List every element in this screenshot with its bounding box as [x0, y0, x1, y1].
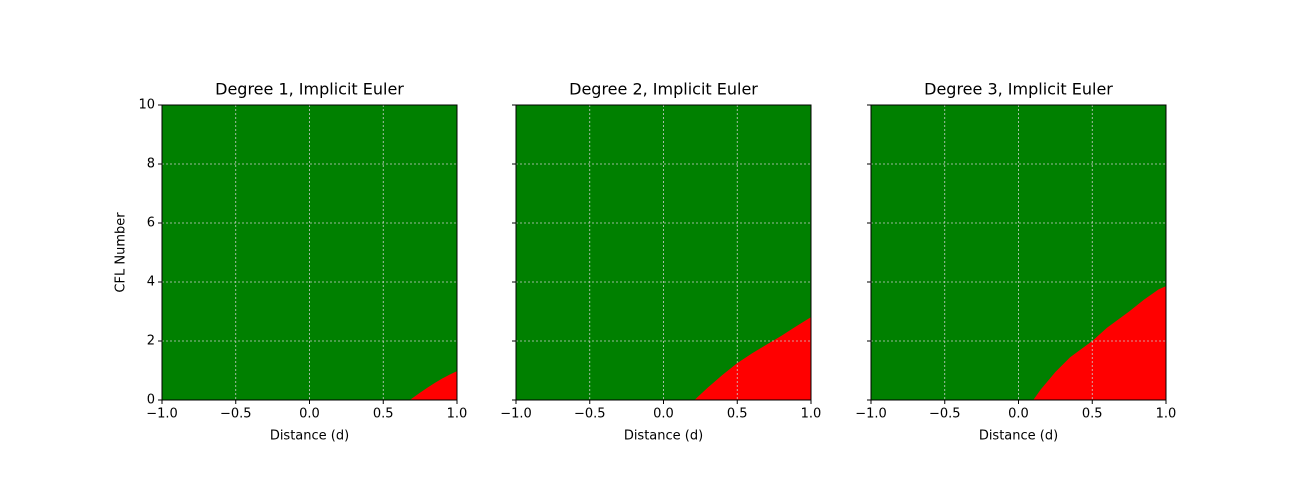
- stability-region: [409, 371, 457, 400]
- stability-region: [694, 317, 811, 400]
- x-tick-label: −1.0: [855, 407, 887, 422]
- chart-title: Degree 3, Implicit Euler: [924, 80, 1113, 99]
- y-tick-label: 4: [147, 275, 155, 290]
- axes-frame: [870, 104, 1167, 401]
- x-tick-label: 0.5: [373, 407, 394, 422]
- x-tick-label: −1.0: [146, 407, 178, 422]
- y-axis-label: CFL Number: [114, 212, 129, 293]
- chart-title: Degree 1, Implicit Euler: [215, 80, 404, 99]
- x-tick-label: 1.0: [801, 407, 822, 422]
- chart-title: Degree 2, Implicit Euler: [569, 80, 758, 99]
- axes-frame: [161, 104, 458, 401]
- x-axis-label: Distance (d): [270, 429, 349, 444]
- x-tick-label: 0.5: [1082, 407, 1103, 422]
- x-tick-label: 1.0: [447, 407, 468, 422]
- x-tick-label: 0.0: [653, 407, 674, 422]
- x-axis-label: Distance (d): [624, 429, 703, 444]
- y-tick-label: 8: [147, 157, 155, 172]
- y-tick-label: 2: [147, 334, 155, 349]
- x-tick-label: 0.0: [1008, 407, 1029, 422]
- x-tick-label: −0.5: [929, 407, 961, 422]
- x-tick-label: −1.0: [500, 407, 532, 422]
- x-tick-label: 0.0: [299, 407, 320, 422]
- x-axis-label: Distance (d): [979, 429, 1058, 444]
- y-tick-label: 10: [138, 98, 155, 113]
- x-tick-label: 1.0: [1156, 407, 1177, 422]
- x-tick-label: −0.5: [574, 407, 606, 422]
- x-tick-label: −0.5: [220, 407, 252, 422]
- y-tick-label: 0: [147, 393, 155, 408]
- stability-region: [1033, 286, 1166, 400]
- y-tick-label: 6: [147, 216, 155, 231]
- axes-frame: [515, 104, 812, 401]
- x-tick-label: 0.5: [727, 407, 748, 422]
